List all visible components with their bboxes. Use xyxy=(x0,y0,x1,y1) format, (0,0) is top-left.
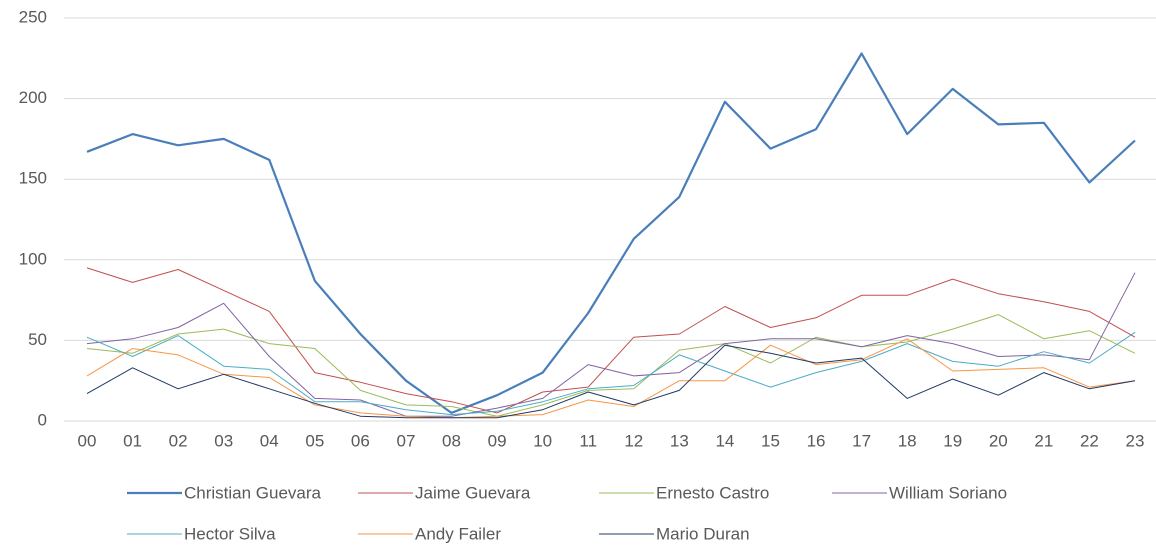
series-line xyxy=(86,314,1136,417)
x-tick-label: 20 xyxy=(989,431,1008,450)
x-tick-label: 03 xyxy=(214,431,233,450)
x-tick-label: 05 xyxy=(305,431,324,450)
x-tick-label: 21 xyxy=(1034,431,1053,450)
x-tick-label: 22 xyxy=(1080,431,1099,450)
series-line xyxy=(86,338,1136,419)
x-tick-label: 11 xyxy=(579,431,597,450)
legend-label: Andy Failer xyxy=(415,524,501,543)
y-tick-label: 0 xyxy=(38,410,47,429)
y-tick-label: 50 xyxy=(28,330,47,349)
x-tick-label: 15 xyxy=(761,431,780,450)
x-tick-label: 08 xyxy=(442,431,461,450)
y-tick-label: 250 xyxy=(19,7,47,26)
x-tick-label: 14 xyxy=(715,431,734,450)
x-tick-label: 10 xyxy=(533,431,552,450)
x-tick-label: 01 xyxy=(123,431,142,450)
series-line xyxy=(86,267,1136,414)
x-tick-label: 23 xyxy=(1126,431,1145,450)
legend-label: Christian Guevara xyxy=(184,483,322,502)
legend-label: William Soriano xyxy=(889,483,1007,502)
x-tick-label: 07 xyxy=(396,431,415,450)
x-tick-label: 04 xyxy=(260,431,279,450)
x-tick-label: 00 xyxy=(78,431,97,450)
series-line xyxy=(86,272,1136,417)
x-tick-label: 06 xyxy=(351,431,370,450)
series-line xyxy=(86,344,1136,419)
x-tick-label: 02 xyxy=(169,431,188,450)
x-tick-label: 18 xyxy=(898,431,917,450)
legend-label: Hector Silva xyxy=(184,524,276,543)
y-tick-label: 200 xyxy=(19,88,47,107)
x-tick-label: 13 xyxy=(670,431,689,450)
x-tick-label: 19 xyxy=(943,431,962,450)
series-line xyxy=(86,52,1136,414)
y-tick-label: 100 xyxy=(19,249,47,268)
x-tick-label: 09 xyxy=(488,431,507,450)
x-tick-label: 12 xyxy=(624,431,643,450)
y-tick-label: 150 xyxy=(19,169,47,188)
series-line xyxy=(86,331,1136,416)
legend-label: Mario Duran xyxy=(656,524,750,543)
x-tick-label: 16 xyxy=(807,431,826,450)
legend-label: Ernesto Castro xyxy=(656,483,769,502)
legend-label: Jaime Guevara xyxy=(415,483,531,502)
x-tick-label: 17 xyxy=(852,431,871,450)
